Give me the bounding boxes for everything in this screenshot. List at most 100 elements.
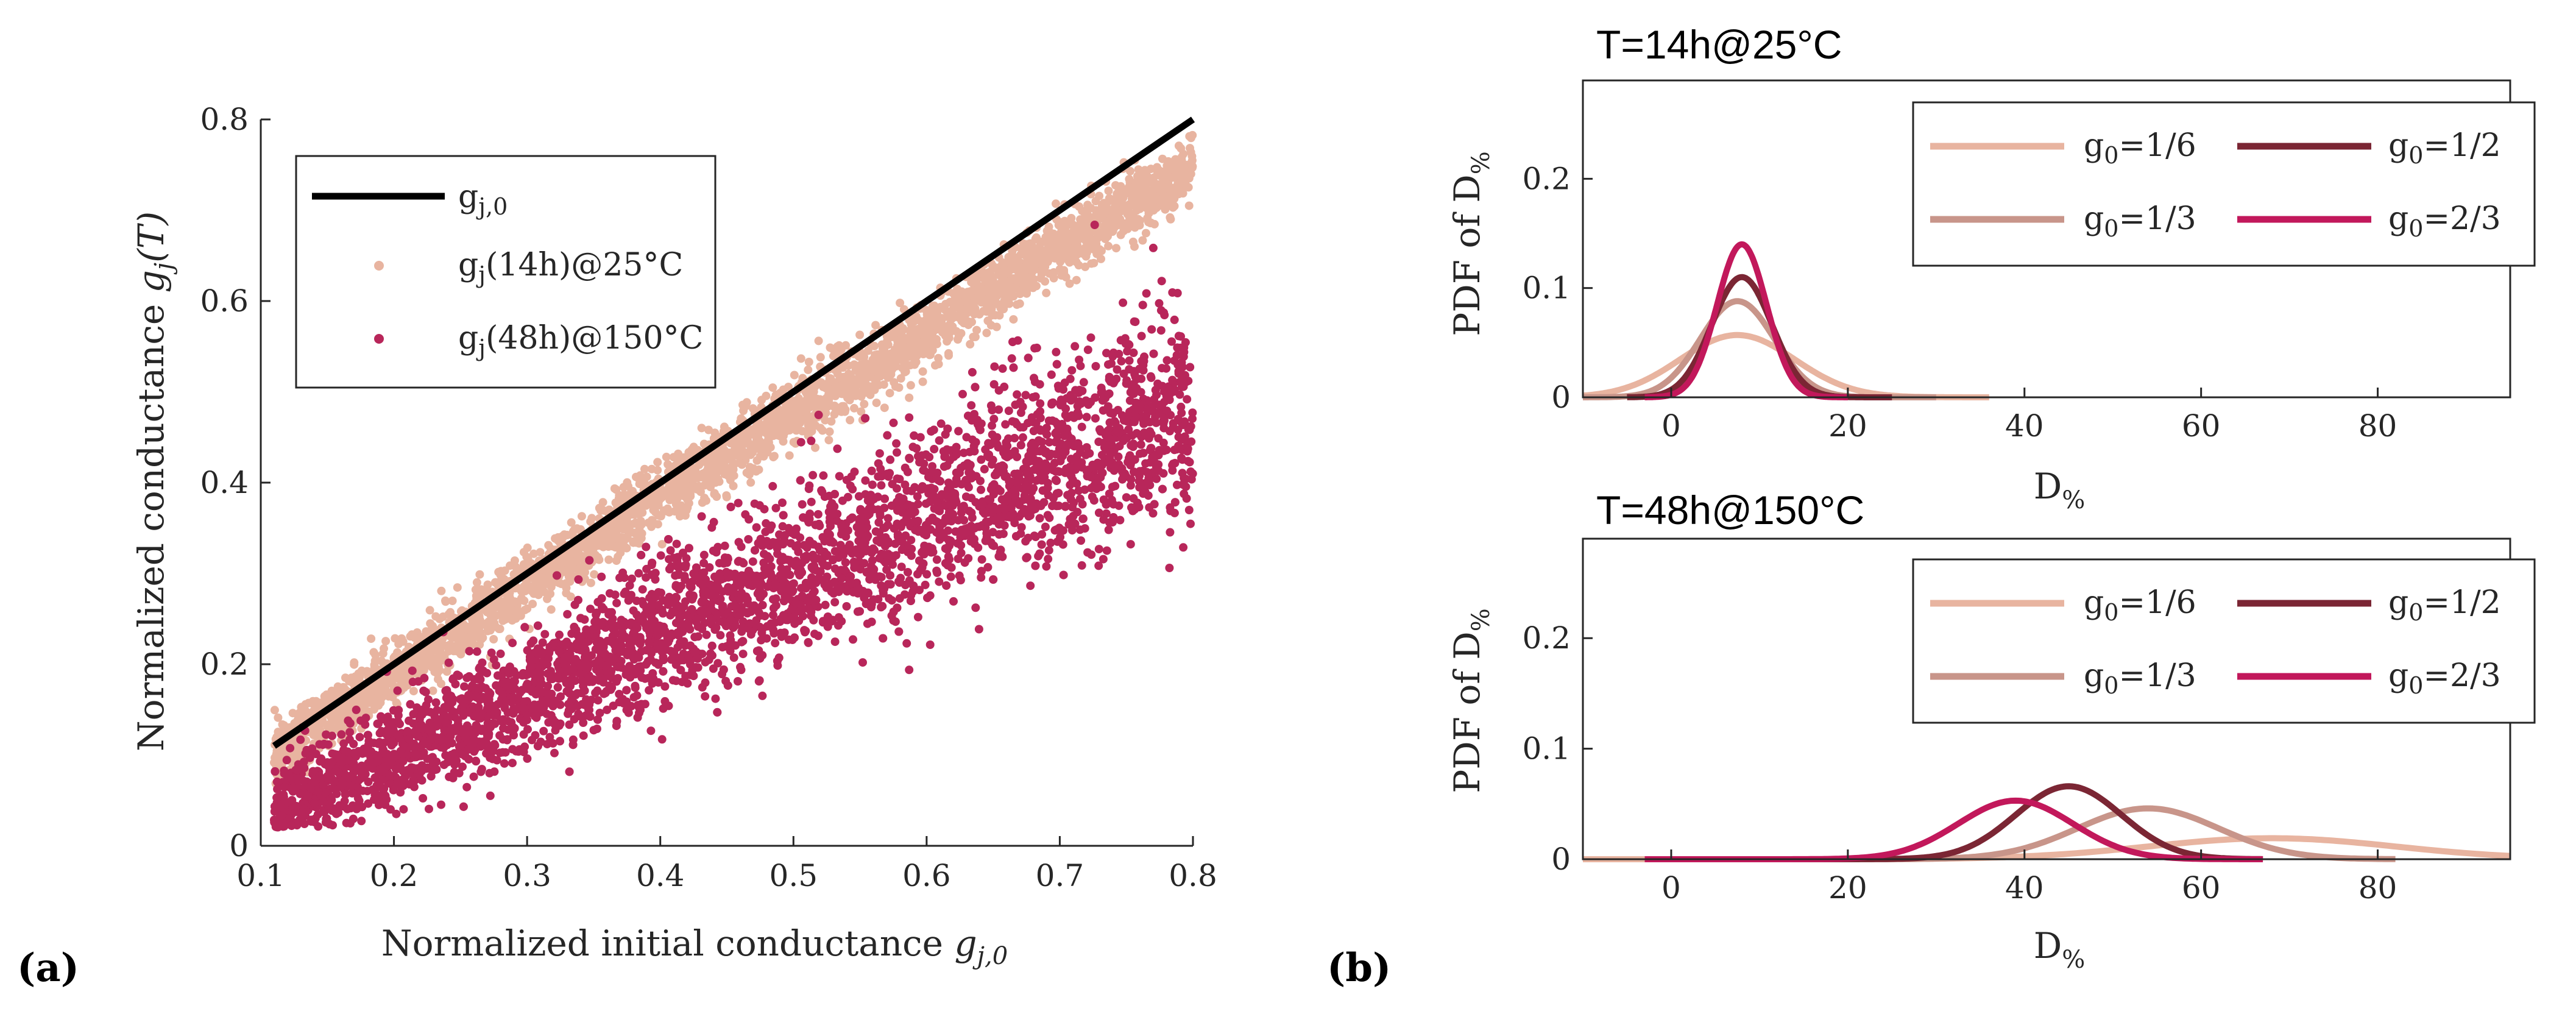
scatter-point xyxy=(802,413,812,422)
scatter-point xyxy=(688,475,697,484)
scatter-point xyxy=(1011,253,1021,262)
scatter-point xyxy=(1065,258,1074,267)
scatter-point xyxy=(1004,406,1013,416)
scatter-point xyxy=(925,640,935,649)
scatter-point xyxy=(909,353,918,362)
scatter-point xyxy=(905,413,914,422)
scatter-point xyxy=(1074,261,1083,270)
scatter-point xyxy=(896,374,905,383)
scatter-point xyxy=(1042,288,1051,297)
scatter-point xyxy=(1049,274,1058,283)
scatter-point xyxy=(665,508,674,517)
scatter-point xyxy=(901,349,910,358)
scatter-point xyxy=(523,543,532,552)
scatter-point xyxy=(350,658,359,667)
scatter-point xyxy=(790,370,799,380)
scatter-point xyxy=(1075,525,1085,534)
panel-label-b: (b) xyxy=(1327,945,1391,991)
scatter-point xyxy=(1147,165,1155,174)
scatter-point xyxy=(888,365,897,374)
scatter-point xyxy=(512,609,522,619)
scatter-point xyxy=(1003,292,1012,301)
scatter-point xyxy=(439,612,448,621)
scatter-point xyxy=(835,341,844,350)
scatter-point xyxy=(1134,165,1143,174)
scatter-point xyxy=(528,600,537,609)
scatter-point xyxy=(998,364,1007,373)
scatter-point xyxy=(671,571,680,580)
scatter-point xyxy=(954,427,963,436)
scatter-point xyxy=(816,424,825,433)
scatter-point xyxy=(937,314,946,323)
scatter-point xyxy=(892,439,901,448)
scatter-point xyxy=(377,686,386,695)
scatter-point xyxy=(704,477,713,486)
scatter-point xyxy=(408,666,417,675)
scatter-point xyxy=(1186,519,1195,528)
scatter-point xyxy=(612,528,621,537)
scatter-point xyxy=(656,512,665,520)
scatter-point xyxy=(1067,232,1077,241)
scatter-point xyxy=(1146,372,1155,381)
scatter-point xyxy=(872,399,881,408)
scatter-point xyxy=(500,615,509,624)
scatter-point xyxy=(1067,366,1077,375)
scatter-point xyxy=(722,492,731,502)
scatter-point xyxy=(738,650,748,659)
scatter-point xyxy=(972,325,981,335)
scatter-point xyxy=(1011,400,1020,410)
scatter-point xyxy=(494,567,503,576)
scatter-point xyxy=(311,697,320,706)
scatter-point xyxy=(849,635,857,644)
scatter-point xyxy=(1104,241,1113,250)
scatter-point xyxy=(1072,275,1081,285)
scatter-point xyxy=(991,293,1000,302)
scatter-point xyxy=(636,519,645,528)
scatter-point xyxy=(640,464,649,473)
scatter-point xyxy=(475,570,484,579)
scatter-point xyxy=(977,268,986,277)
scatter-point xyxy=(990,362,999,371)
scatter-point xyxy=(1130,242,1139,251)
scatter-point xyxy=(1007,354,1016,363)
scatter-point xyxy=(896,299,905,308)
scatter-point xyxy=(574,575,583,584)
scatter-point xyxy=(840,403,848,413)
scatter-point xyxy=(928,330,937,339)
scatter-point xyxy=(614,552,623,561)
scatter-point xyxy=(821,600,830,609)
scatter-point xyxy=(623,532,632,541)
scatter-point xyxy=(1134,221,1144,230)
scatter-point xyxy=(335,687,344,697)
scatter-point xyxy=(698,498,707,507)
scatter-point xyxy=(843,390,852,399)
scatter-point xyxy=(966,339,975,349)
scatter-point xyxy=(684,498,693,508)
scatter-point xyxy=(270,706,279,715)
scatter-point xyxy=(1022,252,1031,261)
scatter-point xyxy=(1181,180,1190,189)
scatter-point xyxy=(1161,203,1170,212)
scatter-point xyxy=(746,478,755,487)
scatter-point xyxy=(894,383,904,392)
scatter-point xyxy=(489,635,498,644)
scatter-point xyxy=(1055,264,1064,274)
scatter-point xyxy=(462,782,472,792)
scatter-point xyxy=(278,720,287,729)
scatter-point xyxy=(620,490,629,499)
scatter-point xyxy=(453,583,462,592)
scatter-point xyxy=(816,353,825,362)
scatter-point xyxy=(460,682,469,691)
scatter-point xyxy=(925,313,934,321)
scatter-point xyxy=(698,469,707,478)
scatter-point xyxy=(796,354,805,363)
scatter-point xyxy=(1138,236,1147,245)
scatter-point xyxy=(370,705,378,714)
scatter-point xyxy=(1188,130,1197,140)
scatter-point xyxy=(729,481,738,491)
scatter-point xyxy=(448,597,457,605)
scatter-point xyxy=(520,596,529,605)
scatter-point xyxy=(1026,581,1035,590)
scatter-point xyxy=(729,465,738,474)
scatter-point xyxy=(410,633,419,642)
